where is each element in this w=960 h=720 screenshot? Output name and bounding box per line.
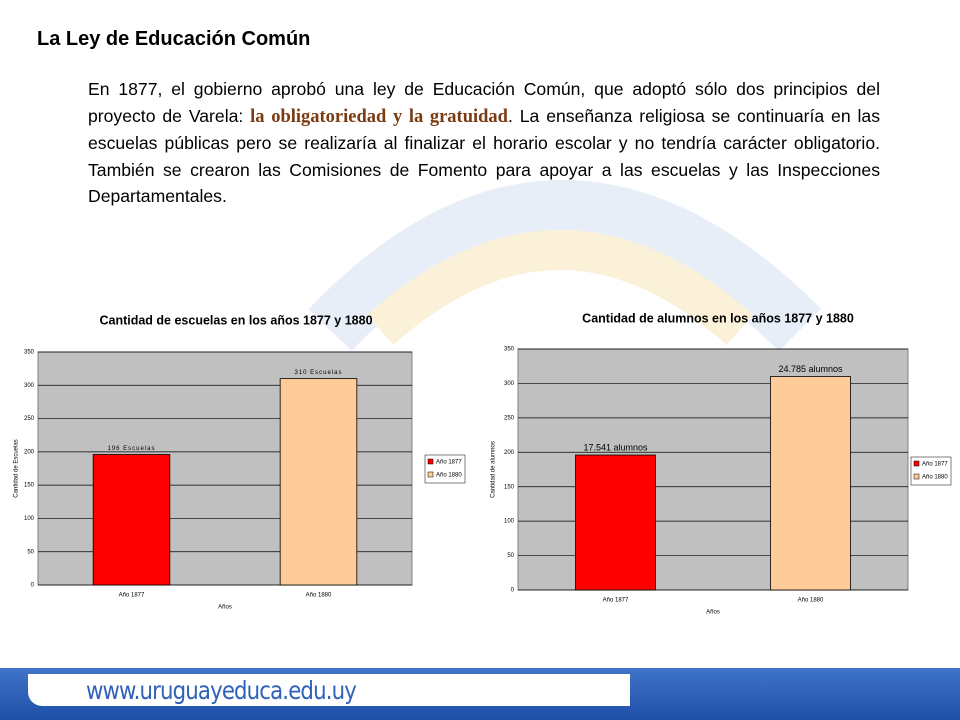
slide-title: La Ley de Educación Común bbox=[37, 28, 311, 50]
y-tick-label: 100 bbox=[24, 516, 35, 522]
text: . La enseñanza religiosa se continuaría … bbox=[88, 105, 880, 207]
data-label: 196 Escuelas bbox=[107, 446, 155, 452]
bar bbox=[92, 454, 171, 586]
y-tick-label: 200 bbox=[504, 450, 515, 456]
x-tick-label: Año 1877 bbox=[603, 598, 629, 604]
x-axis-label: Años bbox=[706, 610, 720, 616]
y-tick-label: 0 bbox=[31, 583, 35, 589]
y-tick-label: 150 bbox=[504, 484, 515, 490]
bar bbox=[279, 378, 358, 586]
legend-box bbox=[424, 454, 466, 484]
y-tick-label: 250 bbox=[504, 415, 515, 421]
url: www.uruguayeduca.edu.uy bbox=[86, 676, 357, 705]
legend-label: Año 1877 bbox=[436, 460, 462, 466]
y-axis-label: Cantidad de alumnos bbox=[491, 441, 497, 498]
bar bbox=[575, 454, 656, 591]
chart-title: Cantidad de escuelas en los años 1877 y … bbox=[99, 313, 372, 327]
url-box: www.uruguayeduca.edu.uy bbox=[28, 674, 630, 706]
y-tick-label: 100 bbox=[504, 519, 515, 525]
x-tick-label: Año 1877 bbox=[119, 593, 145, 599]
bar bbox=[770, 376, 851, 591]
legend-label: Año 1880 bbox=[922, 475, 948, 481]
annotation: 24.785 alumnos bbox=[778, 364, 843, 374]
legend-label: Año 1880 bbox=[436, 473, 462, 479]
legend-swatch bbox=[427, 471, 434, 478]
legend-swatch bbox=[913, 460, 920, 467]
x-axis-label: Años bbox=[218, 605, 232, 611]
y-tick-label: 150 bbox=[24, 483, 35, 489]
data-label: 310 Escuelas bbox=[294, 370, 342, 376]
footer: www.uruguayeduca.edu.uy bbox=[0, 668, 960, 720]
legend-label: Año 1877 bbox=[922, 462, 948, 468]
y-tick-label: 50 bbox=[507, 553, 514, 559]
text: En 1877, el gobierno aprobó una ley de E… bbox=[88, 79, 880, 126]
legend-box bbox=[910, 456, 952, 486]
y-tick-label: 200 bbox=[24, 449, 35, 455]
x-tick-label: Año 1880 bbox=[306, 593, 332, 599]
y-tick-label: 50 bbox=[27, 549, 34, 555]
x-tick-label: Año 1880 bbox=[798, 598, 824, 604]
y-tick-label: 300 bbox=[504, 381, 515, 387]
y-tick-label: 350 bbox=[24, 350, 35, 356]
y-axis-label: Cantidad de Escuelas bbox=[14, 439, 20, 497]
chart-title: Cantidad de alumnos en los años 1877 y 1… bbox=[582, 311, 854, 325]
annotation: 17.541 alumnos bbox=[583, 442, 648, 452]
legend-swatch bbox=[913, 473, 920, 480]
y-tick-label: 250 bbox=[24, 416, 35, 422]
legend-swatch bbox=[427, 458, 434, 465]
paragraph: En 1877, el gobierno aprobó una ley de E… bbox=[88, 76, 880, 210]
y-tick-label: 350 bbox=[504, 347, 515, 353]
emphasis: la obligatoriedad y la gratuidad bbox=[250, 106, 508, 127]
y-tick-label: 0 bbox=[511, 588, 515, 594]
y-tick-label: 300 bbox=[24, 383, 35, 389]
